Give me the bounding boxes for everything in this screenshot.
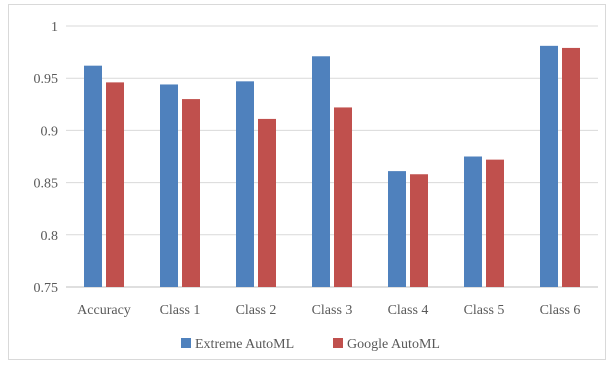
bar-extreme-automl-class-5 xyxy=(464,156,482,287)
legend-swatch xyxy=(333,338,343,348)
x-tick-label: Class 3 xyxy=(312,303,353,318)
legend-label: Google AutoML xyxy=(347,337,440,352)
gridlines xyxy=(66,25,598,288)
x-tick-label: Class 5 xyxy=(464,303,505,318)
bars xyxy=(84,45,580,288)
y-tick-label: 0.9 xyxy=(41,124,59,139)
bar-extreme-automl-class-4 xyxy=(388,171,406,287)
bar-google-automl-class-1 xyxy=(182,99,200,287)
y-tick-label: 1 xyxy=(51,20,58,35)
bar-google-automl-accuracy xyxy=(106,82,124,287)
x-axis-ticks: Accuracy Class 1 Class 2 Class 3 Class 4 Clas… xyxy=(77,303,580,318)
legend: Extreme AutoML Google AutoML xyxy=(181,337,440,352)
bar-extreme-automl-class-3 xyxy=(312,56,330,287)
bar-google-automl-class-4 xyxy=(410,174,428,287)
y-tick-label: 0.95 xyxy=(34,72,59,87)
x-tick-label: Class 1 xyxy=(160,303,201,318)
x-tick-label: Accuracy xyxy=(77,303,131,318)
bar-extreme-automl-class-2 xyxy=(236,81,254,287)
x-tick-label: Class 4 xyxy=(388,303,429,318)
legend-label: Extreme AutoML xyxy=(195,337,294,352)
y-tick-label: 0.85 xyxy=(34,177,59,192)
bar-extreme-automl-class-1 xyxy=(160,84,178,288)
x-tick-label: Class 2 xyxy=(236,303,277,318)
bar-google-automl-class-5 xyxy=(486,159,504,287)
bar-google-automl-class-3 xyxy=(334,107,352,287)
y-tick-label: 0.75 xyxy=(34,281,59,296)
x-tick-label: Class 6 xyxy=(540,303,581,318)
y-axis-ticks: 0.75 0.8 0.85 0.9 0.95 1 xyxy=(34,20,59,296)
legend-swatch xyxy=(181,338,191,348)
bar-extreme-automl-class-6 xyxy=(540,45,558,287)
bar-extreme-automl-accuracy xyxy=(84,65,102,287)
bar-google-automl-class-2 xyxy=(258,118,276,287)
bar-google-automl-class-6 xyxy=(562,47,580,288)
y-tick-label: 0.8 xyxy=(41,229,59,244)
